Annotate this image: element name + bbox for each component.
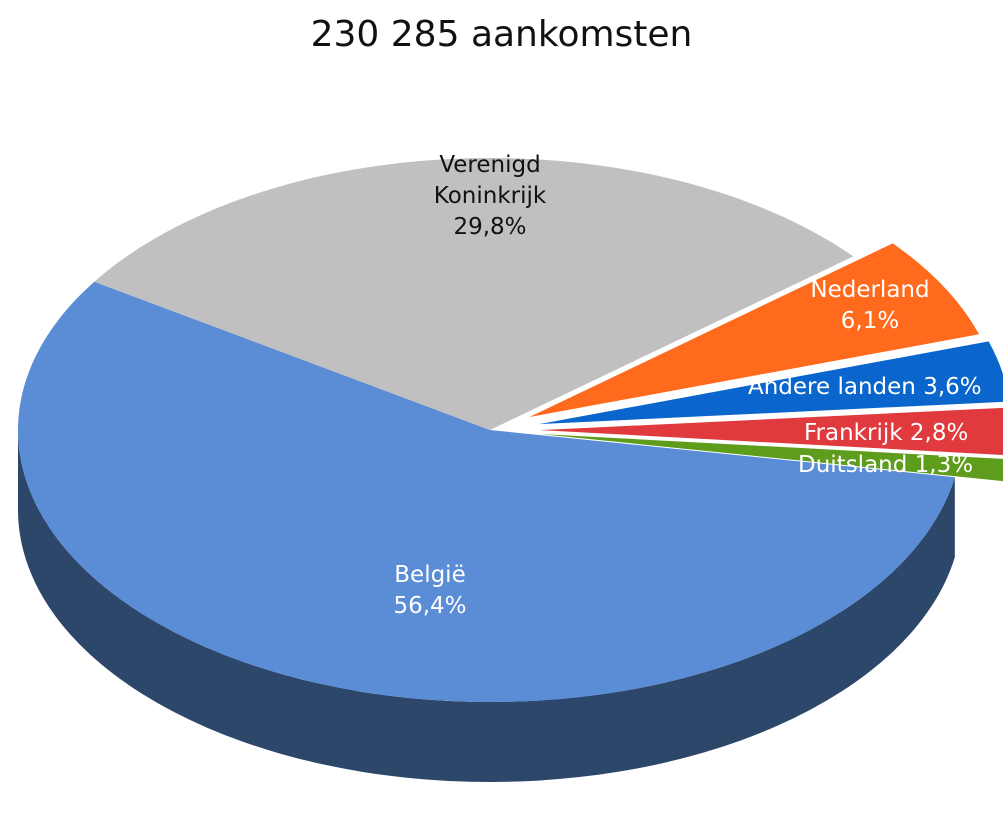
slice [94, 157, 854, 430]
category-name: Nederland [810, 277, 930, 303]
category-name: Andere landen [748, 374, 916, 400]
slice [539, 407, 1003, 455]
category-name: België [394, 562, 466, 588]
slice-label: Duitsland 1,3% [798, 450, 973, 481]
slice [539, 341, 1003, 425]
value-label: 29,8% [453, 214, 527, 240]
slice [539, 433, 1003, 482]
slice-label: Nederland 6,1% [785, 275, 955, 337]
category-name: Verenigd Koninkrijk [433, 152, 547, 209]
category-name: Duitsland [798, 452, 908, 478]
value-label: 6,1% [840, 308, 900, 334]
slice-label: Andere landen 3,6% [748, 372, 982, 403]
value-label: 2,8% [909, 420, 969, 446]
slice [529, 243, 980, 418]
slice [18, 281, 955, 702]
slice-label: Frankrijk 2,8% [804, 418, 968, 449]
value-label: 1,3% [914, 452, 974, 478]
value-label: 56,4% [393, 593, 467, 619]
chart-title: 230 285 aankomsten [310, 14, 693, 55]
category-name: Frankrijk [804, 420, 903, 446]
value-label: 3,6% [923, 374, 982, 400]
slice-label: Verenigd Koninkrijk 29,8% [405, 150, 575, 243]
slice-label: België 56,4% [345, 560, 515, 622]
slice-side [18, 430, 955, 783]
